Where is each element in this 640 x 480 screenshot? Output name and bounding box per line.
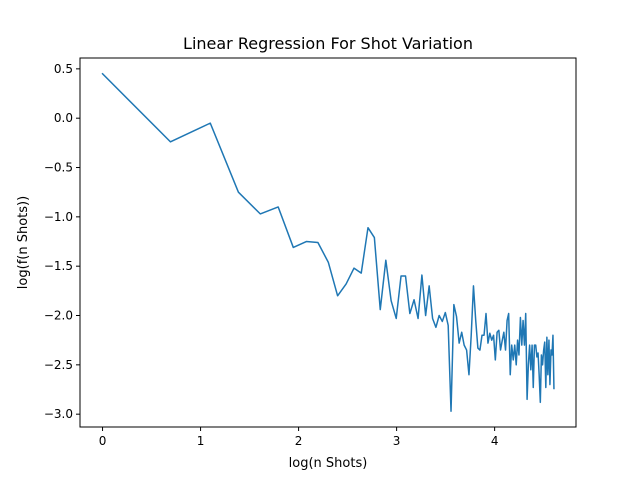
y-tick-label: 0.5 xyxy=(54,62,73,76)
y-axis-label: log(f(n Shots)) xyxy=(16,196,31,289)
y-tick-label: −1.5 xyxy=(44,259,73,273)
y-tick-label: −2.5 xyxy=(44,358,73,372)
y-tick-label: −3.0 xyxy=(44,407,73,421)
y-tick-label: 0.0 xyxy=(54,111,73,125)
x-tick-label: 4 xyxy=(491,434,499,448)
plot-frame xyxy=(79,57,577,428)
x-tick-label: 0 xyxy=(99,434,107,448)
x-tick-label: 1 xyxy=(197,434,205,448)
plot-area xyxy=(101,72,555,412)
x-tick-label: 3 xyxy=(393,434,401,448)
y-tick-label: −0.5 xyxy=(44,161,73,175)
axis-ticks: 0 1 2 3 4 0.5 0.0 −0.5 −1.0 −1.5 −2.0 −2.5 −3.0 xyxy=(44,62,499,448)
y-tick-label: −1.0 xyxy=(44,210,73,224)
chart-title: Linear Regression For Shot Variation xyxy=(183,34,473,53)
x-tick-label: 2 xyxy=(295,434,303,448)
x-axis-label: log(n Shots) xyxy=(289,456,368,471)
y-tick-label: −2.0 xyxy=(44,309,73,323)
series-line-0 xyxy=(101,72,555,412)
